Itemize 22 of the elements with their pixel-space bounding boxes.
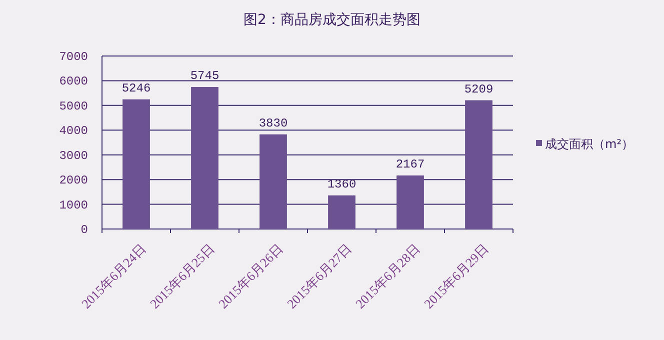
chart-title: 图2：商品房成交面积走势图 [244, 12, 420, 28]
data-label: 5209 [464, 82, 494, 96]
bar [396, 175, 424, 229]
data-label: 1360 [327, 177, 356, 192]
y-tick-label: 2000 [59, 174, 88, 188]
y-tick-label: 6000 [59, 74, 88, 89]
data-label: 5745 [190, 69, 220, 84]
legend-label: 成交面积（m²） [545, 137, 634, 151]
bar [191, 87, 218, 229]
y-tick-label: 3000 [59, 148, 88, 163]
data-label: 3830 [258, 116, 288, 130]
data-label: 5246 [122, 81, 151, 96]
bar [328, 195, 356, 229]
y-tick-label: 5000 [59, 99, 88, 114]
bar [122, 99, 150, 229]
bar [260, 134, 287, 229]
y-tick-label: 7000 [59, 50, 88, 64]
y-tick-label: 0 [80, 223, 88, 237]
data-label: 2167 [396, 157, 425, 172]
y-tick-label: 1000 [59, 198, 88, 212]
bar [465, 100, 492, 229]
y-tick-label: 4000 [59, 124, 88, 138]
